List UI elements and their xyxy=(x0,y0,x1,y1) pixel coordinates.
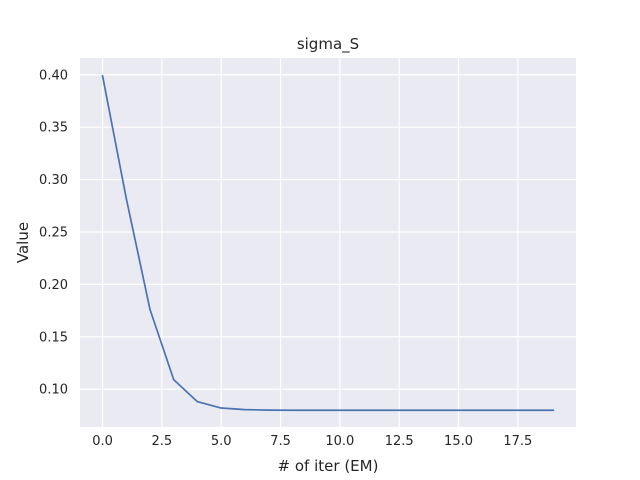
x-tick-label: 10.0 xyxy=(325,434,354,449)
x-tick-label: 12.5 xyxy=(385,434,414,449)
x-tick-label: 2.5 xyxy=(152,434,173,449)
y-tick-label: 0.30 xyxy=(39,173,68,188)
y-tick-label: 0.35 xyxy=(39,121,68,136)
chart-title: sigma_S xyxy=(297,35,359,54)
series-line-0 xyxy=(101,74,555,412)
y-tick-label: 0.25 xyxy=(39,225,68,240)
x-tick-label: 15.0 xyxy=(444,434,473,449)
x-tick-labels: 0.0 2.5 5.0 7.5 10.0 12.5 15.0 17.5 xyxy=(92,434,532,449)
y-tick-label: 0.20 xyxy=(39,278,68,293)
grid xyxy=(80,58,576,427)
x-tick-label: 7.5 xyxy=(270,434,291,449)
y-tick-label: 0.15 xyxy=(39,330,68,345)
x-tick-label: 0.0 xyxy=(92,434,113,449)
y-tick-label: 0.10 xyxy=(39,383,68,398)
series-layer xyxy=(101,74,555,412)
x-tick-label: 5.0 xyxy=(211,434,232,449)
plot-area xyxy=(80,58,576,427)
x-axis-label: # of iter (EM) xyxy=(278,457,379,475)
x-tick-label: 17.5 xyxy=(503,434,532,449)
y-tick-labels: 0.10 0.15 0.20 0.25 0.30 0.35 0.40 xyxy=(39,68,68,397)
y-tick-label: 0.40 xyxy=(39,68,68,83)
y-axis-label: Value xyxy=(14,222,32,263)
